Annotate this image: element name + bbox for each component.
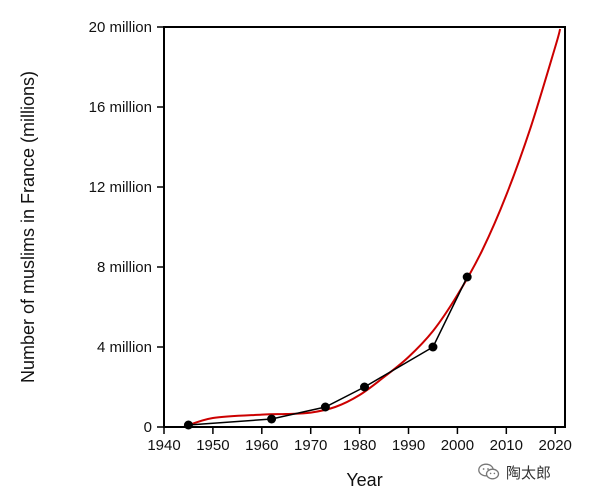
x-tick-label: 2010 (490, 437, 523, 454)
x-tick-label: 2000 (441, 437, 474, 454)
x-axis-title: Year (346, 470, 382, 490)
x-tick-label: 2020 (539, 437, 572, 454)
data-point (183, 420, 193, 430)
wechat-icon (478, 463, 500, 480)
y-tick-label: 20 million (89, 19, 152, 36)
y-tick-label: 12 million (89, 179, 152, 196)
y-tick-label: 4 million (97, 339, 152, 356)
x-tick-label: 1990 (392, 437, 425, 454)
y-axis-title: Number of muslims in France (millions) (18, 71, 38, 383)
watermark-text: 陶太郎 (506, 463, 552, 482)
x-tick-label: 1960 (245, 437, 278, 454)
y-tick-label: 16 million (89, 99, 152, 116)
y-axis-ticks: 0 4 million 8 million 12 million 16 million 2… (89, 19, 164, 436)
y-tick-label: 8 million (97, 259, 152, 276)
data-point (320, 402, 330, 412)
x-axis-ticks: 1940 1950 1960 1970 1980 1990 2000 2010 2020 (147, 427, 572, 454)
x-tick-label: 1950 (196, 437, 229, 454)
x-tick-label: 1980 (343, 437, 376, 454)
fitted-curve-line (183, 28, 562, 428)
observed-series-points (183, 272, 472, 430)
data-point (360, 382, 369, 392)
data-point (462, 272, 472, 282)
watermark: 陶太郎 (478, 460, 551, 484)
y-tick-label: 0 (144, 419, 152, 436)
x-tick-label: 1940 (147, 437, 180, 454)
x-tick-label: 1970 (294, 437, 327, 454)
plot-frame (163, 26, 566, 428)
data-point (267, 414, 277, 424)
observed-series-line (188, 276, 468, 426)
data-point (428, 342, 438, 352)
